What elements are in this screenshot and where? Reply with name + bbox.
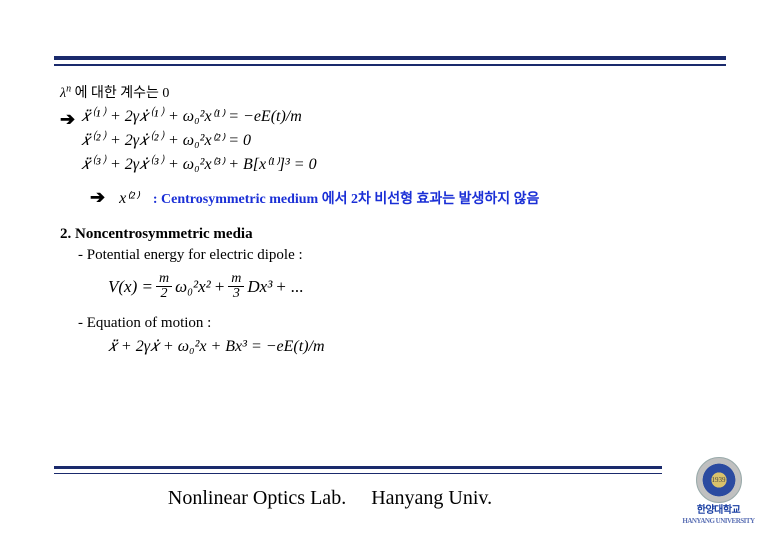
term-dx3: Dx³	[247, 277, 272, 297]
ellipsis: + ...	[275, 277, 303, 297]
logo-korean: 한양대학교	[697, 505, 741, 516]
fraction-m-over-2: m 2	[156, 272, 172, 301]
equation-3: 𝑥̈⁽³⁾ + 2γ𝑥̇⁽³⁾ + ω₀²x⁽³⁾ + B[x⁽¹⁾]³ = 0	[81, 154, 317, 174]
arrow-icon: ➔	[90, 184, 105, 210]
section-2-title: 2. Noncentrosymmetric media	[60, 226, 726, 243]
fraction-m-over-3: m 3	[228, 272, 244, 301]
equation-of-motion: 𝑥̈ + 2γ𝑥̇ + ω₀²x + Bx³ = −eE(t)/m	[108, 338, 726, 356]
equation-list: 𝑥̈⁽¹⁾ + 2γ𝑥̇⁽¹⁾ + ω₀²x⁽¹⁾ = −eE(t)/m 𝑥̈⁽…	[81, 106, 317, 174]
header-rule	[54, 56, 726, 66]
footer-rule	[54, 466, 662, 474]
university-name: Hanyang Univ.	[371, 487, 492, 509]
frac-den: 3	[230, 287, 243, 301]
frac-num: m	[156, 272, 172, 287]
equation-1: 𝑥̈⁽¹⁾ + 2γ𝑥̇⁽¹⁾ + ω₀²x⁽¹⁾ = −eE(t)/m	[81, 106, 317, 126]
logo-emblem-icon	[696, 457, 742, 503]
potential-equation: V(x) = m 2 ω₀²x² + m 3 Dx³ + ...	[108, 272, 304, 301]
equations-block: ➔ 𝑥̈⁽¹⁾ + 2γ𝑥̇⁽¹⁾ + ω₀²x⁽¹⁾ = −eE(t)/m 𝑥…	[60, 106, 726, 174]
section-2: 2. Noncentrosymmetric media - Potential …	[60, 226, 726, 356]
result-x2: x⁽²⁾	[119, 188, 139, 208]
footer-text: Nonlinear Optics Lab. Hanyang Univ.	[0, 487, 660, 510]
frac-num: m	[228, 272, 244, 287]
frac-den: 2	[158, 287, 171, 301]
plus: +	[214, 277, 225, 297]
potential-lhs: V(x) =	[108, 277, 153, 297]
result-line: ➔ x⁽²⁾ : Centrosymmetric medium 에서 2차 비선…	[90, 184, 726, 210]
equation-of-motion-label: - Equation of motion :	[78, 315, 726, 332]
university-logo: 한양대학교 HANYANG UNIVERSITY	[671, 457, 766, 526]
coeff-text: 에 대한 계수는 0	[71, 86, 169, 101]
lab-name: Nonlinear Optics Lab.	[168, 487, 346, 509]
arrow-icon: ➔	[60, 106, 75, 174]
potential-label: - Potential energy for electric dipole :	[78, 247, 726, 264]
slide-content: λn 에 대한 계수는 0 ➔ 𝑥̈⁽¹⁾ + 2γ𝑥̇⁽¹⁾ + ω₀²x⁽¹…	[60, 82, 726, 356]
coefficient-statement: λn 에 대한 계수는 0	[60, 82, 726, 102]
centrosymmetric-note: : Centrosymmetric medium 에서 2차 비선형 효과는 발…	[153, 188, 540, 208]
equation-2: 𝑥̈⁽²⁾ + 2γ𝑥̇⁽²⁾ + ω₀²x⁽²⁾ = 0	[81, 130, 317, 150]
term-omega-x2: ω₀²x²	[175, 277, 211, 297]
logo-english: HANYANG UNIVERSITY	[682, 518, 754, 526]
